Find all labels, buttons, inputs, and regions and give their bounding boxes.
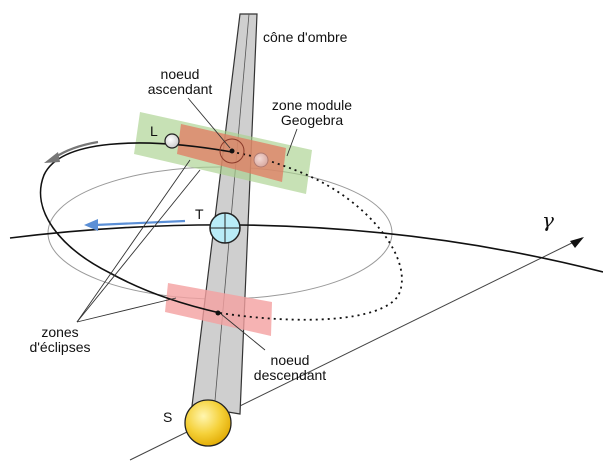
vernal-direction-arrowhead — [570, 237, 584, 248]
moon-icon — [164, 133, 180, 149]
shadow-cone-axis — [213, 13, 250, 413]
leader-eclipse-3 — [76, 297, 177, 323]
geogebra-zone-label: zone module Geogebra — [262, 98, 362, 128]
ascending-node-label-line2: ascendant — [147, 81, 213, 97]
sun-icon — [184, 399, 232, 447]
moon-label: L — [150, 123, 158, 139]
eclipse-zone-lower — [165, 283, 272, 336]
ascending-node-label: noeud ascendant — [130, 67, 230, 97]
leader-eclipse-1 — [76, 159, 191, 323]
ecliptic-curve — [9, 224, 603, 273]
earth-motion-arrowhead — [84, 219, 98, 231]
eclipse-zones-label: zones d'éclipses — [10, 325, 110, 355]
moon-orbit-front — [39, 142, 233, 314]
sun-label: S — [163, 409, 173, 425]
leader-geogebra — [286, 128, 298, 157]
descending-node-label-line1: noeud — [270, 352, 310, 368]
earth-motion-arrow — [94, 219, 186, 227]
geogebra-zone-label-line2: Geogebra — [280, 112, 344, 128]
descending-node-label: noeud descendant — [235, 353, 345, 383]
leader-descending — [220, 313, 266, 351]
orbit-rotation-arrow — [53, 140, 99, 159]
orbit-rotation-arrowhead — [44, 152, 60, 163]
eclipse-zones-label-line2: d'éclipses — [29, 339, 91, 355]
shadow-cone-label: cône d'ombre — [263, 29, 348, 45]
leader-ascending — [187, 97, 231, 149]
gamma-label: γ — [542, 208, 554, 232]
earth-icon — [209, 212, 241, 244]
ascending-node-dot — [229, 148, 235, 154]
earth-label: T — [195, 206, 204, 222]
ascending-node-label-line1: noeud — [160, 66, 200, 82]
descending-node-dot — [215, 310, 221, 316]
eclipse-zones-label-line1: zones — [41, 324, 79, 340]
ascending-node-circle — [219, 138, 245, 164]
leader-eclipse-2 — [76, 169, 201, 323]
moon-ghost-icon — [253, 152, 269, 168]
geogebra-zone-label-line1: zone module — [271, 97, 353, 113]
descending-node-label-line2: descendant — [253, 367, 327, 383]
